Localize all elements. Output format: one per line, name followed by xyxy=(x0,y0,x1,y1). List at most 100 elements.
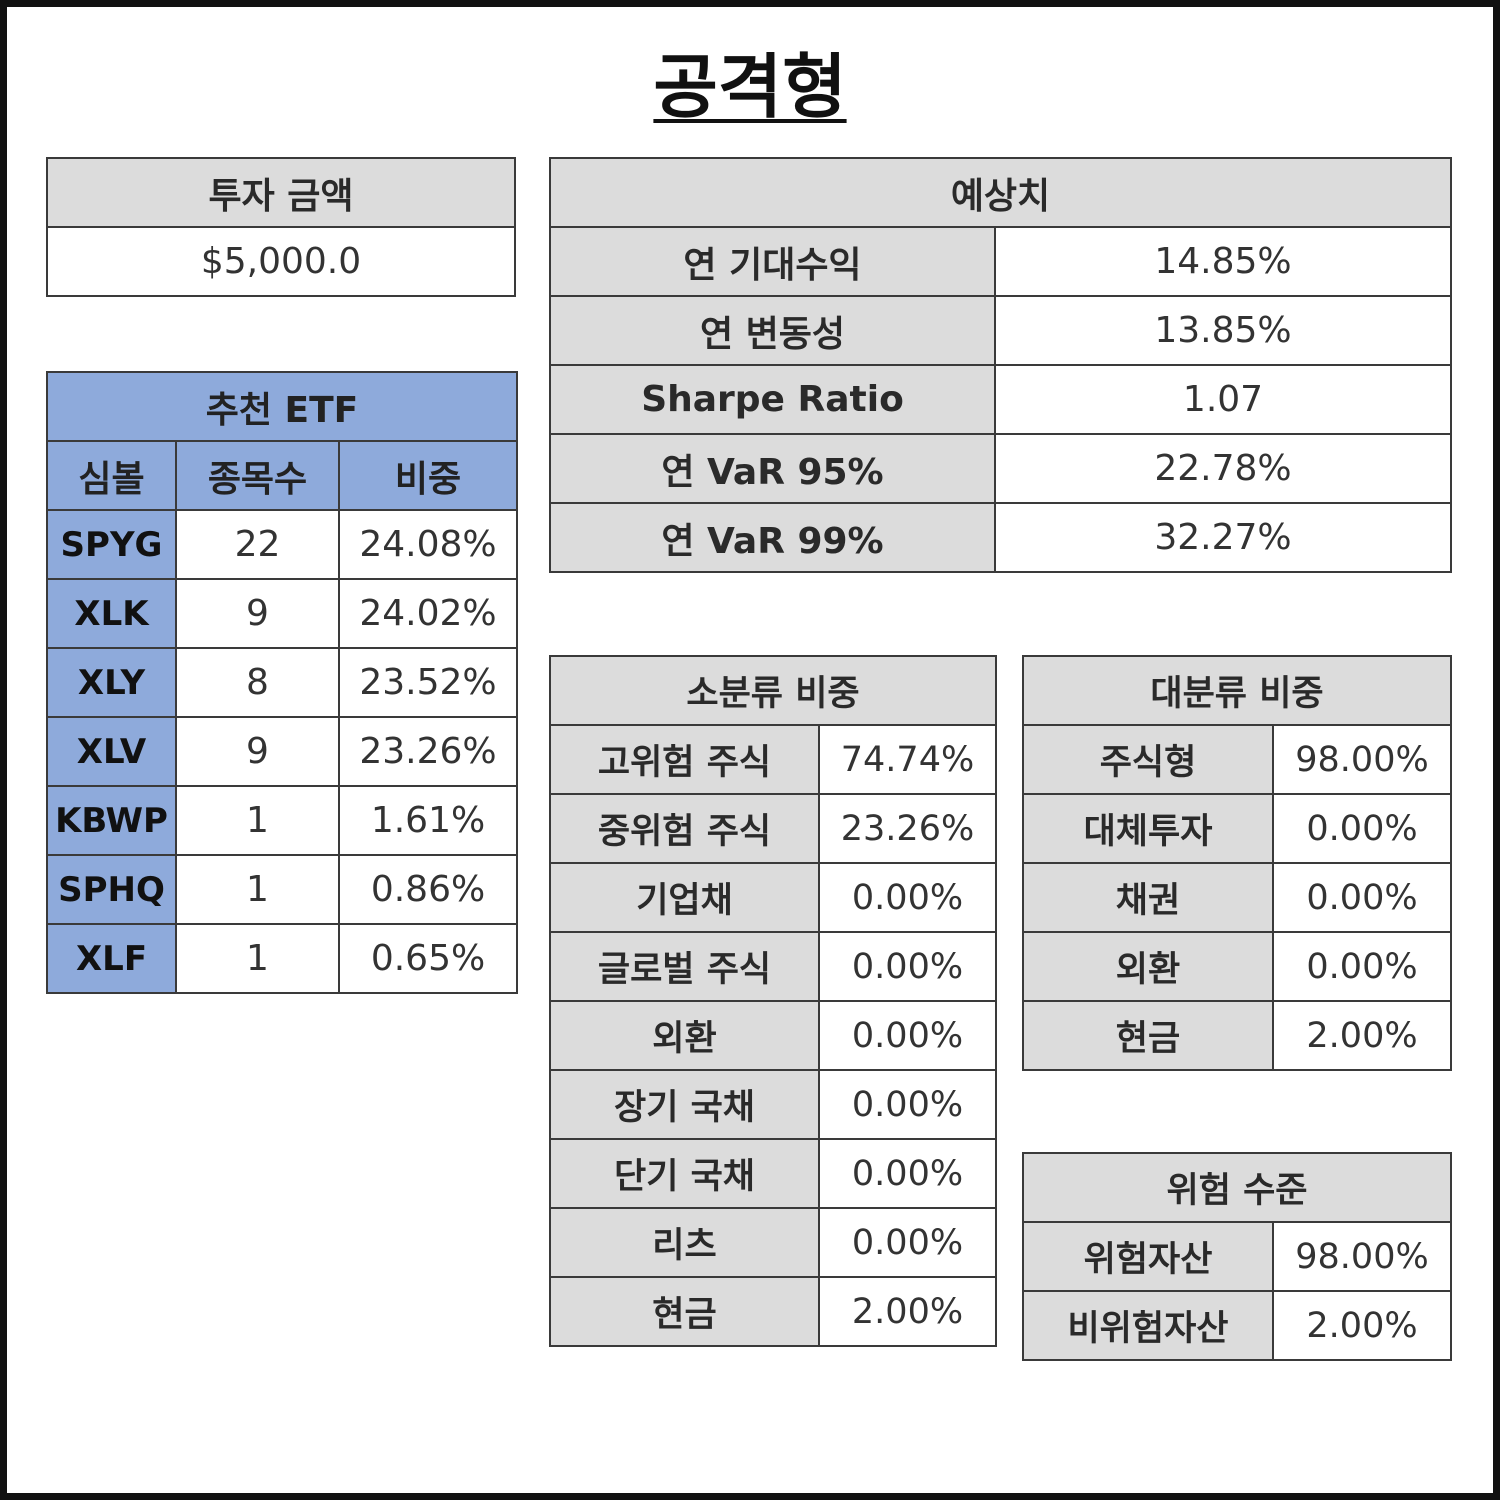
major-weight-value: 0.00% xyxy=(1272,793,1452,864)
investment-table: 투자 금액 $5,000.0 xyxy=(46,157,516,297)
etf-weight: 1.61% xyxy=(337,785,519,856)
major-weight-value: 0.00% xyxy=(1272,931,1452,1002)
etf-count: 9 xyxy=(175,578,340,649)
etf-symbol: XLF xyxy=(46,923,177,994)
expected-value: 13.85% xyxy=(994,295,1452,366)
table-row: 연 VaR 99% 32.27% xyxy=(549,502,1452,573)
etf-weight: 0.86% xyxy=(337,854,519,925)
investment-value: $5,000.0 xyxy=(46,226,516,297)
table-row: 주식형 98.00% xyxy=(1022,724,1452,795)
etf-symbol: SPHQ xyxy=(46,854,177,925)
table-row: Sharpe Ratio 1.07 xyxy=(549,364,1452,435)
major-weights-table: 대분류 비중 주식형 98.00% 대체투자 0.00% 채권 0.00% 외환… xyxy=(1022,655,1452,1071)
sub-weight-label: 현금 xyxy=(549,1276,820,1347)
major-weights-header: 대분류 비중 xyxy=(1022,655,1452,726)
sub-weight-label: 기업채 xyxy=(549,862,820,933)
etf-symbol: XLY xyxy=(46,647,177,718)
sub-weight-label: 외환 xyxy=(549,1000,820,1071)
expected-value: 32.27% xyxy=(994,502,1452,573)
sub-weight-label: 리츠 xyxy=(549,1207,820,1278)
risk-level-label: 비위험자산 xyxy=(1022,1290,1274,1361)
expected-value: 22.78% xyxy=(994,433,1452,504)
sub-weight-label: 장기 국채 xyxy=(549,1069,820,1140)
expected-header: 예상치 xyxy=(549,157,1452,228)
sub-weight-value: 74.74% xyxy=(818,724,997,795)
table-row: XLY 8 23.52% xyxy=(46,647,519,718)
investment-header: 투자 금액 xyxy=(46,157,516,228)
etf-table: 추천 ETF 심볼 종목수 비중 SPYG 22 24.08% XLK 9 24… xyxy=(45,371,519,994)
risk-level-label: 위험자산 xyxy=(1022,1221,1274,1292)
table-row: 고위험 주식 74.74% xyxy=(549,724,997,795)
expected-label: 연 기대수익 xyxy=(549,226,996,297)
table-row: 장기 국채 0.00% xyxy=(549,1069,997,1140)
major-weight-label: 현금 xyxy=(1022,1000,1274,1071)
etf-count: 1 xyxy=(175,785,340,856)
etf-weight: 24.08% xyxy=(337,509,519,580)
expected-label: 연 VaR 95% xyxy=(549,433,996,504)
table-row: 외환 0.00% xyxy=(1022,931,1452,1002)
table-row: KBWP 1 1.61% xyxy=(46,785,519,856)
major-weight-value: 0.00% xyxy=(1272,862,1452,933)
table-row: XLF 1 0.65% xyxy=(46,923,519,994)
etf-col-weight: 비중 xyxy=(337,440,519,511)
sub-weight-value: 23.26% xyxy=(818,793,997,864)
sub-weight-label: 글로벌 주식 xyxy=(549,931,820,1002)
table-row: XLK 9 24.02% xyxy=(46,578,519,649)
risk-level-header: 위험 수준 xyxy=(1022,1152,1452,1223)
major-weight-label: 채권 xyxy=(1022,862,1274,933)
etf-count: 8 xyxy=(175,647,340,718)
major-weight-value: 98.00% xyxy=(1272,724,1452,795)
table-row: 연 기대수익 14.85% xyxy=(549,226,1452,297)
etf-header: 추천 ETF xyxy=(45,371,519,442)
etf-count: 1 xyxy=(175,923,340,994)
table-row: 중위험 주식 23.26% xyxy=(549,793,997,864)
sub-weights-table: 소분류 비중 고위험 주식 74.74% 중위험 주식 23.26% 기업채 0… xyxy=(549,655,997,1347)
table-row: 기업채 0.00% xyxy=(549,862,997,933)
expected-label: 연 변동성 xyxy=(549,295,996,366)
etf-count: 22 xyxy=(175,509,340,580)
major-weight-label: 대체투자 xyxy=(1022,793,1274,864)
table-row: 단기 국채 0.00% xyxy=(549,1138,997,1209)
etf-symbol: KBWP xyxy=(46,785,177,856)
sub-weight-value: 2.00% xyxy=(818,1276,997,1347)
table-row: 위험자산 98.00% xyxy=(1022,1221,1452,1292)
sub-weight-value: 0.00% xyxy=(818,931,997,1002)
etf-col-count: 종목수 xyxy=(175,440,340,511)
table-row: 비위험자산 2.00% xyxy=(1022,1290,1452,1361)
table-row: SPHQ 1 0.86% xyxy=(46,854,519,925)
expected-table: 예상치 연 기대수익 14.85% 연 변동성 13.85% Sharpe Ra… xyxy=(549,157,1452,573)
sub-weight-value: 0.00% xyxy=(818,1000,997,1071)
risk-level-value: 98.00% xyxy=(1272,1221,1452,1292)
table-row: SPYG 22 24.08% xyxy=(46,509,519,580)
expected-label: 연 VaR 99% xyxy=(549,502,996,573)
table-row: 연 변동성 13.85% xyxy=(549,295,1452,366)
risk-level-table: 위험 수준 위험자산 98.00% 비위험자산 2.00% xyxy=(1022,1152,1452,1361)
etf-col-symbol: 심볼 xyxy=(46,440,177,511)
table-row: 연 VaR 95% 22.78% xyxy=(549,433,1452,504)
etf-weight: 0.65% xyxy=(337,923,519,994)
etf-weight: 24.02% xyxy=(337,578,519,649)
etf-weight: 23.52% xyxy=(337,647,519,718)
page-title: 공격형 xyxy=(653,46,847,128)
sub-weight-value: 0.00% xyxy=(818,1138,997,1209)
table-row: 현금 2.00% xyxy=(549,1276,997,1347)
major-weight-label: 외환 xyxy=(1022,931,1274,1002)
etf-symbol: XLK xyxy=(46,578,177,649)
etf-count: 9 xyxy=(175,716,340,787)
table-row: 외환 0.00% xyxy=(549,1000,997,1071)
sub-weight-value: 0.00% xyxy=(818,1207,997,1278)
major-weight-value: 2.00% xyxy=(1272,1000,1452,1071)
sub-weight-value: 0.00% xyxy=(818,862,997,933)
expected-value: 1.07 xyxy=(994,364,1452,435)
etf-count: 1 xyxy=(175,854,340,925)
sub-weight-label: 중위험 주식 xyxy=(549,793,820,864)
etf-symbol: SPYG xyxy=(46,509,177,580)
etf-symbol: XLV xyxy=(46,716,177,787)
sub-weight-label: 단기 국채 xyxy=(549,1138,820,1209)
expected-value: 14.85% xyxy=(994,226,1452,297)
major-weight-label: 주식형 xyxy=(1022,724,1274,795)
sub-weight-value: 0.00% xyxy=(818,1069,997,1140)
table-row: 현금 2.00% xyxy=(1022,1000,1452,1071)
table-row: XLV 9 23.26% xyxy=(46,716,519,787)
